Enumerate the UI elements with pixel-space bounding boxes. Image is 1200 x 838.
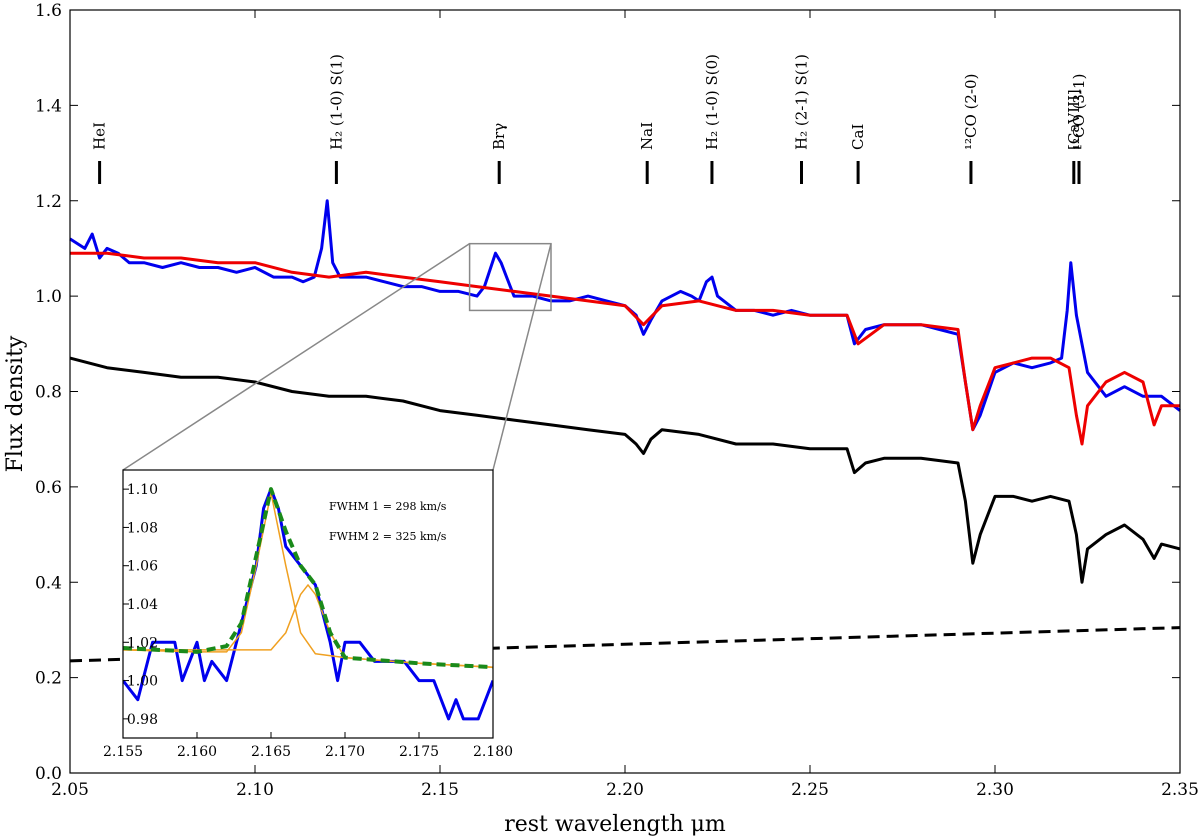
y-tick-label-2: 0.4: [35, 573, 62, 593]
series-line-2: [69, 356, 1181, 584]
line-marker-label-6: CaI: [849, 124, 867, 150]
inset-y-tick-label-3: 1.04: [127, 597, 158, 613]
inset-x-tick-label-2: 2.165: [251, 744, 291, 760]
inset-y-tick-label-1: 1.00: [127, 674, 158, 690]
y-tick-label-8: 1.6: [35, 1, 62, 21]
line-marker-label-9: ¹²CO (3-1): [1070, 74, 1088, 150]
x-tick-label-2: 2.15: [421, 780, 459, 800]
inset-x-tick-label-5: 2.180: [473, 744, 513, 760]
line-marker-label-1: H₂ (1-0) S(1): [327, 54, 345, 150]
line-marker-label-4: H₂ (1-0) S(0): [703, 54, 721, 150]
zoom-box: [468, 242, 552, 312]
zoom-connector-right: [492, 243, 552, 471]
inset-y-tick-label-4: 1.06: [127, 559, 158, 575]
inset-x-tick-label-4: 2.175: [399, 744, 439, 760]
line-marker-label-0: HeI: [91, 122, 109, 150]
zoom-connector-lines: [122, 243, 552, 471]
line-marker-label-5: H₂ (2-1) S(1): [792, 54, 810, 150]
inset-x-tick-label-3: 2.170: [325, 744, 365, 760]
inset-x-tick-label-0: 2.155: [103, 744, 143, 760]
y-tick-label-6: 1.2: [35, 192, 62, 212]
x-tick-label-5: 2.30: [976, 780, 1014, 800]
x-tick-label-0: 2.05: [51, 780, 89, 800]
inset-y-tick-label-5: 1.08: [127, 520, 158, 536]
inset-y-tick-label-0: 0.98: [127, 712, 158, 728]
x-tick-label-3: 2.20: [606, 780, 644, 800]
x-tick-label-4: 2.25: [791, 780, 829, 800]
inset-annotation-0: FWHM 1 = 298 km/s: [329, 500, 447, 513]
x-tick-label-1: 2.10: [236, 780, 274, 800]
y-tick-label-0: 0.0: [35, 764, 62, 784]
x-tick-label-6: 2.35: [1161, 780, 1199, 800]
inset-series-line-0: [123, 487, 493, 721]
line-marker-label-2: Brγ: [490, 123, 508, 150]
y-tick-label-4: 0.8: [35, 383, 62, 403]
line-marker-label-7: ¹²CO (2-0): [962, 74, 980, 150]
inset-background: [123, 470, 493, 738]
inset-series-group: [123, 487, 493, 721]
line-marker-label-8: [CaVIII]: [1065, 89, 1083, 150]
y-tick-label-7: 1.4: [35, 96, 62, 116]
line-marker-label-3: NaI: [638, 122, 656, 150]
inset-y-tick-label-2: 1.02: [127, 635, 158, 651]
y-tick-label-3: 0.6: [35, 478, 62, 498]
series-line-3: [69, 626, 1181, 663]
inset-plot-area: 2.155 2.160 2.165 2.170 2.175 2.180 0.98 1.00 1.…: [103, 469, 513, 760]
y-axis-label: Flux density: [3, 335, 28, 472]
main-plot-area: HeI H₂ (1-0) S(1) Brγ NaI H₂ (1-0) S(0) H₂ (2…: [35, 1, 1199, 800]
y-tick-label-5: 1.0: [35, 287, 62, 307]
x-axis-label: rest wavelength μm: [504, 812, 726, 837]
y-tick-label-1: 0.2: [35, 669, 62, 689]
inset-annotation-1: FWHM 2 = 325 km/s: [329, 530, 447, 543]
inset-x-tick-label-1: 2.160: [177, 744, 217, 760]
series-line-1: [70, 251, 1180, 446]
zoom-connector-left: [122, 243, 471, 471]
inset-series-line-1: [123, 487, 493, 670]
inset-y-tick-label-6: 1.10: [127, 482, 158, 498]
